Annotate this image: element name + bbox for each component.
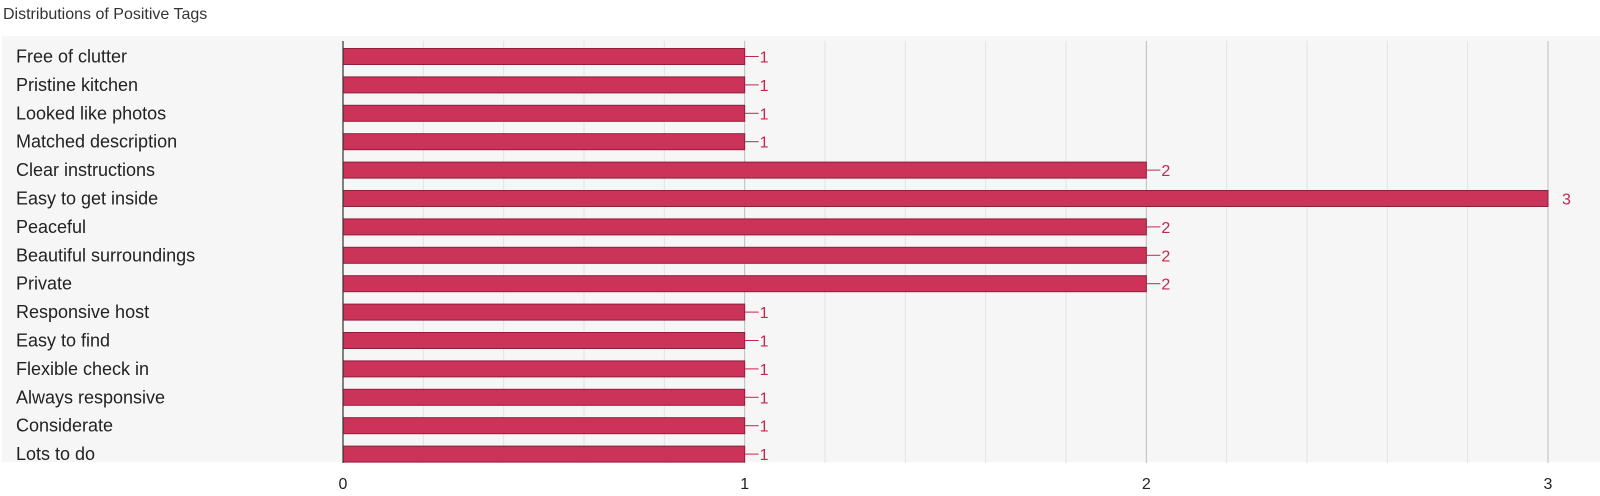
data-label: 2 (1161, 163, 1170, 180)
bar (342, 388, 746, 406)
category-label: Peaceful (16, 217, 86, 237)
category-label: Always responsive (16, 387, 165, 407)
data-label: 1 (760, 390, 769, 407)
category-label: Lots to do (16, 444, 95, 464)
chart-title: Distributions of Positive Tags (3, 6, 208, 23)
category-label: Flexible check in (16, 359, 149, 379)
bar (342, 332, 746, 349)
bar (342, 190, 1549, 207)
bar (342, 445, 746, 463)
x-tick-label: 2 (1142, 476, 1151, 493)
category-label: Looked like photos (16, 103, 166, 123)
category-label: Pristine kitchen (16, 75, 138, 95)
bar (342, 360, 746, 378)
data-label: 1 (760, 135, 769, 152)
bar (342, 218, 1147, 236)
category-label: Private (16, 274, 72, 294)
category-label: Clear instructions (16, 160, 155, 180)
data-label: 1 (760, 334, 769, 351)
bar (342, 246, 1147, 264)
data-label: 1 (760, 362, 769, 379)
bar (342, 303, 746, 321)
data-label: 1 (760, 50, 769, 67)
category-label: Considerate (16, 416, 113, 436)
bar (342, 48, 746, 65)
bar (342, 161, 1147, 179)
category-label: Easy to get inside (16, 189, 158, 209)
data-label: 1 (760, 106, 769, 123)
data-label: 1 (760, 78, 769, 95)
data-label: 1 (760, 447, 769, 464)
category-label: Easy to find (16, 331, 110, 351)
x-tick-label: 1 (740, 476, 749, 493)
x-tick-label: 0 (339, 476, 348, 493)
bar (342, 133, 746, 151)
category-label: Free of clutter (16, 47, 127, 67)
bar (342, 104, 746, 122)
data-label: 3 (1562, 192, 1571, 209)
bar (342, 76, 746, 94)
bar (342, 275, 1147, 293)
category-label: Responsive host (16, 302, 149, 322)
data-label: 2 (1161, 277, 1170, 294)
data-label: 1 (760, 419, 769, 436)
bar (342, 417, 746, 435)
data-label: 2 (1161, 220, 1170, 237)
data-label: 1 (760, 305, 769, 322)
data-label: 2 (1161, 248, 1170, 265)
x-tick-label: 3 (1544, 476, 1553, 493)
category-label: Matched description (16, 132, 177, 152)
category-label: Beautiful surroundings (16, 245, 195, 265)
